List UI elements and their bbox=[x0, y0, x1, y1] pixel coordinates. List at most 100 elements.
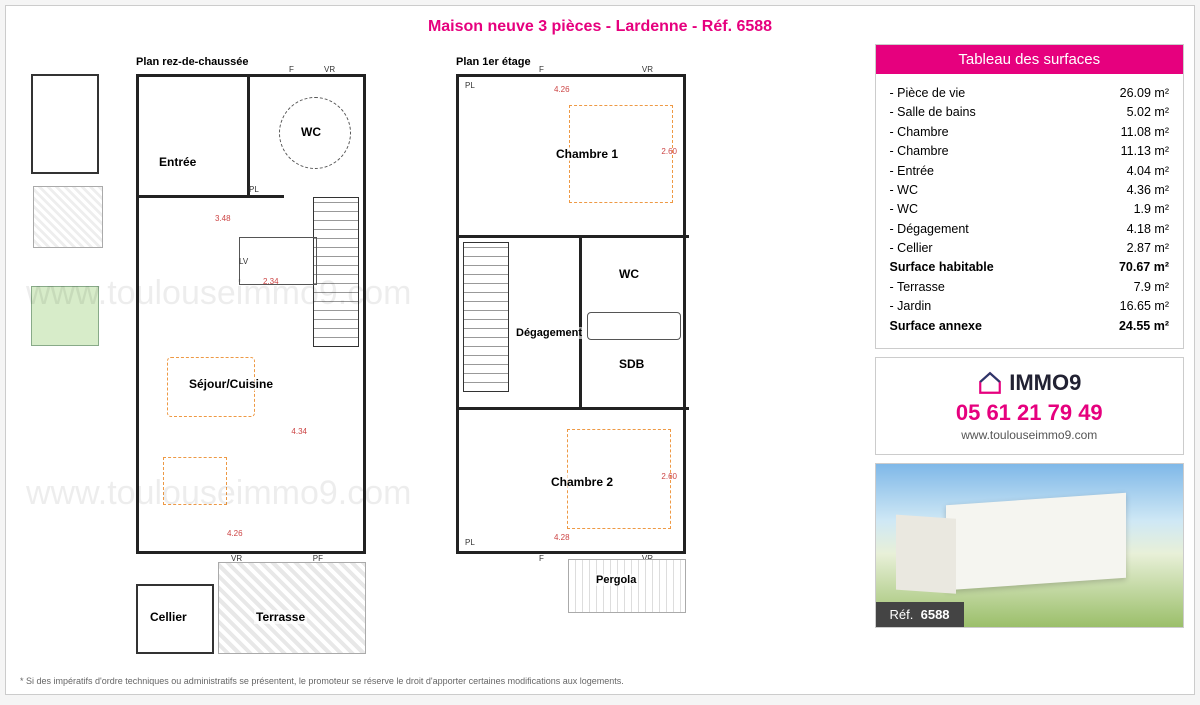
plans-area: Plan rez-de-chaussée Entrée WC Séjour/Cu bbox=[6, 44, 875, 692]
thumbnail-plan bbox=[31, 74, 99, 174]
surface-row: - Dégagement 4.18 m² bbox=[890, 220, 1169, 239]
dimension: 4.26 bbox=[554, 85, 570, 94]
room-label-pergola: Pergola bbox=[594, 574, 638, 586]
dimension: 2.34 bbox=[263, 277, 279, 286]
surfaces-panel: Tableau des surfaces - Pièce de vie 26.09… bbox=[875, 44, 1184, 349]
dimension: 4.34 bbox=[291, 427, 307, 436]
furniture-sofa bbox=[163, 457, 227, 505]
surface-value: 4.04 m² bbox=[1127, 162, 1169, 181]
marker-lv: LV bbox=[239, 257, 248, 266]
surface-row: - Terrasse 7.9 m² bbox=[890, 278, 1169, 297]
thumbnail-garden bbox=[31, 286, 99, 346]
room-label-chambre2: Chambre 2 bbox=[549, 475, 615, 489]
wall-segment bbox=[459, 407, 689, 410]
surface-value: 4.36 m² bbox=[1127, 181, 1169, 200]
render-ref-badge: Réf. 6588 bbox=[876, 602, 964, 627]
room-label-wc: WC bbox=[299, 125, 323, 139]
room-label-entree: Entrée bbox=[157, 155, 198, 169]
ground-floor-label: Plan rez-de-chaussée bbox=[136, 56, 249, 68]
phone-number[interactable]: 05 61 21 79 49 bbox=[884, 400, 1175, 426]
wall-segment bbox=[139, 195, 284, 198]
room-label-cellier: Cellier bbox=[148, 610, 189, 624]
marker-f: F bbox=[539, 65, 544, 74]
surfaces-header: Tableau des surfaces bbox=[876, 45, 1183, 74]
marker-pl: PL bbox=[465, 81, 475, 90]
marker-f: F bbox=[539, 554, 544, 563]
surface-row: - WC 4.36 m² bbox=[890, 181, 1169, 200]
page: Maison neuve 3 pièces - Lardenne - Réf. … bbox=[5, 5, 1195, 695]
surface-value: 1.9 m² bbox=[1134, 200, 1169, 219]
surface-row: - Entrée 4.04 m² bbox=[890, 162, 1169, 181]
surface-value: 2.87 m² bbox=[1127, 239, 1169, 258]
room-label-sejour: Séjour/Cuisine bbox=[187, 377, 275, 391]
surface-row: - Chambre 11.08 m² bbox=[890, 123, 1169, 142]
room-label-sdb: SDB bbox=[617, 357, 646, 371]
pergola-box bbox=[568, 559, 686, 613]
terrace-box bbox=[218, 562, 366, 654]
surface-row: Surface habitable 70.67 m² bbox=[890, 258, 1169, 277]
surface-label: - Dégagement bbox=[890, 220, 969, 239]
dimension: 4.28 bbox=[554, 533, 570, 542]
surface-row: Surface annexe24.55 m² bbox=[890, 317, 1169, 336]
marker-pl: PL bbox=[465, 538, 475, 547]
layout: Plan rez-de-chaussée Entrée WC Séjour/Cu bbox=[6, 44, 1194, 692]
surface-label: Surface annexe bbox=[890, 317, 982, 336]
ref-value: 6588 bbox=[921, 607, 950, 622]
marker-f: F bbox=[289, 65, 294, 74]
render-house bbox=[946, 493, 1126, 591]
surface-row: - WC 1.9 m² bbox=[890, 200, 1169, 219]
surface-row: - Salle de bains 5.02 m² bbox=[890, 103, 1169, 122]
surface-value: 16.65 m² bbox=[1120, 297, 1169, 316]
marker-vr: VR bbox=[642, 65, 653, 74]
dimension: 2.60 bbox=[661, 472, 677, 481]
disclaimer-text: * Si des impératifs d'ordre techniques o… bbox=[20, 676, 624, 686]
surface-value: 5.02 m² bbox=[1127, 103, 1169, 122]
dimension: 3.48 bbox=[215, 214, 231, 223]
surface-label: - Entrée bbox=[890, 162, 934, 181]
brand-logo: IMMO9 bbox=[884, 370, 1175, 396]
dimension: 4.26 bbox=[227, 529, 243, 538]
stairs-first bbox=[463, 242, 509, 392]
surface-value: 26.09 m² bbox=[1120, 84, 1169, 103]
surface-label: - Pièce de vie bbox=[890, 84, 966, 103]
surface-label: - WC bbox=[890, 181, 918, 200]
wall-segment bbox=[247, 77, 250, 195]
surface-label: - Terrasse bbox=[890, 278, 945, 297]
room-label-degagement: Dégagement bbox=[514, 327, 584, 339]
surface-value: 70.67 m² bbox=[1119, 258, 1169, 277]
floorplans-column: Plan rez-de-chaussée Entrée WC Séjour/Cu bbox=[6, 44, 875, 692]
render-panel: Réf. 6588 bbox=[875, 463, 1184, 628]
surface-label: - Salle de bains bbox=[890, 103, 976, 122]
surface-label: Surface habitable bbox=[890, 258, 994, 277]
surface-value: 11.08 m² bbox=[1121, 123, 1169, 142]
first-floor-plan: Chambre 1 WC Dégagement SDB bbox=[456, 74, 686, 554]
surface-label: - Chambre bbox=[890, 123, 949, 142]
surface-row: - Jardin 16.65 m² bbox=[890, 297, 1169, 316]
first-floor-label: Plan 1er étage bbox=[456, 56, 531, 68]
marker-vr: VR bbox=[324, 65, 335, 74]
surface-row: - Cellier 2.87 m² bbox=[890, 239, 1169, 258]
room-label-wc-first: WC bbox=[617, 267, 641, 281]
room-label-terrasse: Terrasse bbox=[254, 610, 307, 624]
house-icon bbox=[977, 370, 1003, 396]
wall-segment bbox=[459, 235, 689, 238]
wall-segment bbox=[579, 235, 582, 407]
contact-panel: IMMO9 05 61 21 79 49 www.toulouseimmo9.c… bbox=[875, 357, 1184, 455]
brand-name: IMMO9 bbox=[1009, 370, 1081, 396]
surface-label: - Jardin bbox=[890, 297, 932, 316]
dimension: 2.60 bbox=[661, 147, 677, 156]
surface-label: - Cellier bbox=[890, 239, 933, 258]
website-link[interactable]: www.toulouseimmo9.com bbox=[884, 428, 1175, 442]
surface-row: - Chambre11.13 m² bbox=[890, 142, 1169, 161]
ref-label: Réf. bbox=[890, 607, 914, 622]
page-title: Maison neuve 3 pièces - Lardenne - Réf. … bbox=[6, 6, 1194, 44]
surface-value: 11.13 m² bbox=[1121, 142, 1169, 161]
surface-value: 4.18 m² bbox=[1127, 220, 1169, 239]
surface-label: - WC bbox=[890, 200, 918, 219]
surfaces-table: - Pièce de vie 26.09 m² - Salle de bains 5.… bbox=[876, 74, 1183, 348]
ground-floor-plan: Entrée WC Séjour/Cuisine 3. bbox=[136, 74, 366, 554]
bathtub bbox=[587, 312, 681, 340]
marker-pl: PL bbox=[249, 185, 259, 194]
stairs-ground bbox=[313, 197, 359, 347]
surface-value: 7.9 m² bbox=[1134, 278, 1169, 297]
